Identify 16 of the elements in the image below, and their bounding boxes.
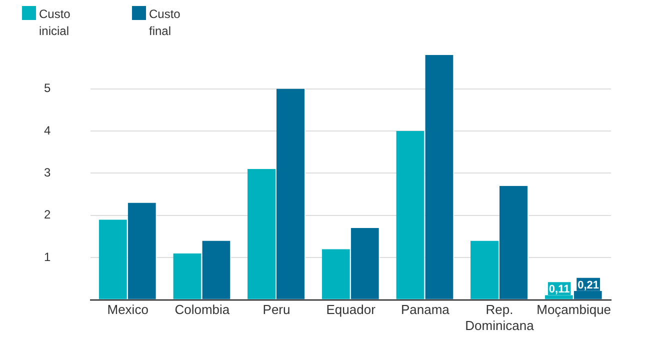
- x-tick-label: Rep. Dominicana: [465, 302, 535, 333]
- y-tick-label: 5: [44, 81, 51, 96]
- y-tick-label: 4: [44, 123, 51, 138]
- x-tick-label: Mexico: [107, 302, 148, 318]
- x-tick-label: Colombia: [174, 302, 230, 318]
- x-tick-label: Panama: [400, 302, 450, 318]
- data-label: 0,21: [578, 279, 600, 292]
- y-tick-label: 3: [44, 165, 51, 180]
- x-tick-label: Peru: [262, 302, 290, 318]
- data-label: 0,11: [548, 284, 570, 296]
- x-tick-label: Equador: [326, 302, 376, 318]
- legend-label: Custo final: [149, 6, 182, 40]
- x-tick-label: Moçambique: [536, 302, 612, 318]
- y-tick-label: 2: [44, 208, 51, 222]
- y-tick-label: 1: [44, 250, 51, 264]
- legend-label: Custo inicial: [39, 6, 72, 40]
